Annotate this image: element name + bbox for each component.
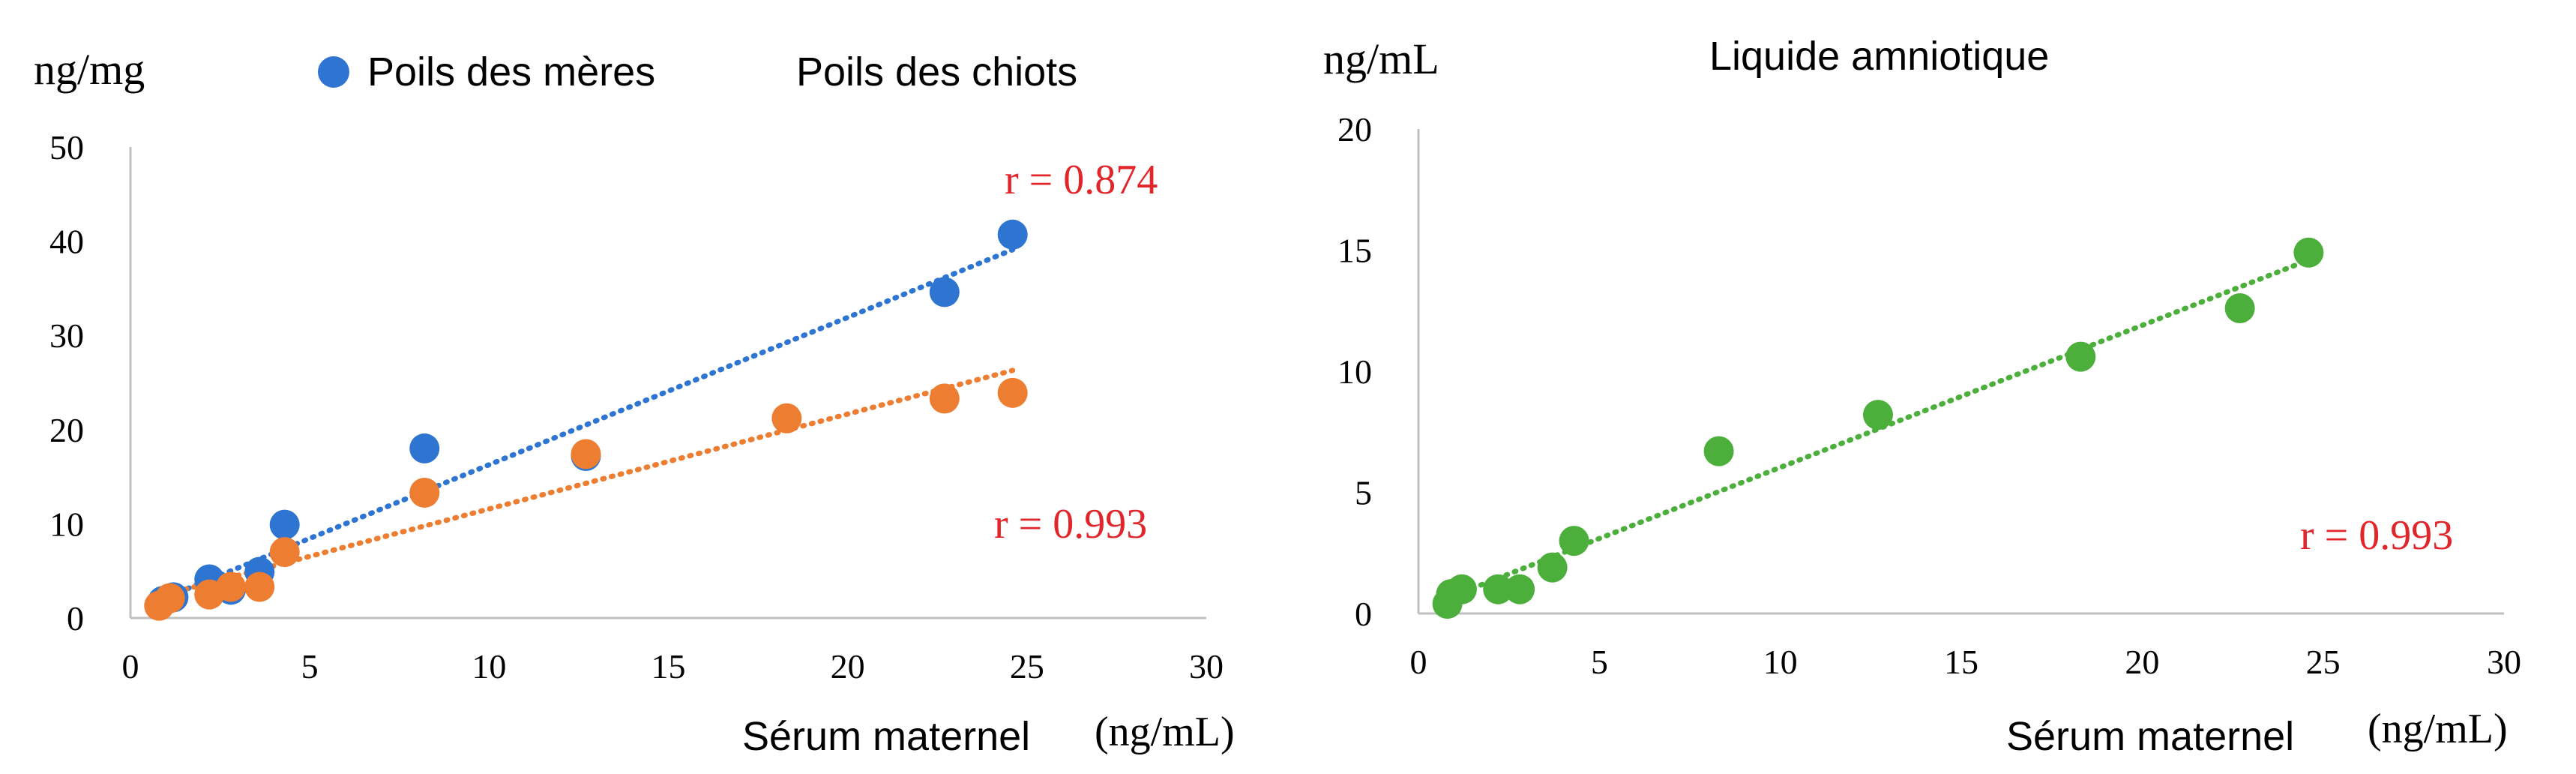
x-tick-label: 5 <box>1591 643 1608 681</box>
data-point-series-0 <box>1446 574 1477 604</box>
data-point-series-1 <box>571 439 601 470</box>
y-tick-label: 5 <box>1355 474 1372 512</box>
legend-label-puppies: Poils des chiots <box>796 50 1077 94</box>
y-tick-label: 10 <box>1337 352 1372 391</box>
data-point-series-1 <box>771 403 802 434</box>
data-point-series-1 <box>154 583 185 614</box>
x-tick-label: 30 <box>1189 647 1224 686</box>
data-points <box>144 219 1028 621</box>
y-tick-label: 30 <box>49 316 84 355</box>
chart-hair: ng/mg Poils des mères Poils des chiots 0… <box>34 45 1235 759</box>
legend: Poils des mères Poils des chiots <box>318 50 1077 94</box>
y-tick-label: 50 <box>49 128 84 166</box>
x-tick-label: 0 <box>122 647 139 686</box>
y-tick-label: 0 <box>67 599 84 638</box>
r-label-amniotic: r = 0.993 <box>2300 512 2453 559</box>
data-point-series-1 <box>409 477 440 508</box>
y-tick-label: 20 <box>49 411 84 449</box>
data-point-series-0 <box>1559 526 1589 556</box>
chart-amniotic: ng/mL Liquide amniotique 0 5 10 15 20 0 5 10 15… <box>1323 34 2521 759</box>
y-tick-label: 20 <box>1337 110 1372 148</box>
data-point-series-0 <box>1703 436 1734 466</box>
data-point-series-0 <box>1483 574 1514 604</box>
data-point-series-0 <box>997 219 1028 250</box>
x-tick-label: 15 <box>651 647 686 686</box>
y-tick-labels: 0 5 10 15 20 <box>1337 110 1372 633</box>
data-point-series-1 <box>929 383 960 414</box>
x-axis-label: Sérum maternel <box>742 714 1030 759</box>
data-point-series-0 <box>1505 574 1535 604</box>
x-tick-label: 15 <box>1944 643 1978 681</box>
data-point-series-0 <box>269 509 300 540</box>
trendline-series-0 <box>160 247 1016 602</box>
x-tick-label: 20 <box>2125 643 2159 681</box>
trendline-series-1 <box>156 368 1016 599</box>
x-tick-label: 20 <box>831 647 865 686</box>
x-tick-label: 25 <box>2306 643 2341 681</box>
x-tick-label: 25 <box>1010 647 1044 686</box>
data-point-series-1 <box>997 377 1028 408</box>
data-point-series-0 <box>409 433 440 464</box>
data-points <box>1432 237 2324 620</box>
x-tick-labels: 0 5 10 15 20 25 30 <box>1410 643 2522 681</box>
r-label-mothers: r = 0.874 <box>1005 157 1158 203</box>
x-tick-label: 0 <box>1410 643 1427 681</box>
r-label-puppies: r = 0.993 <box>994 501 1147 548</box>
data-point-series-0 <box>1537 552 1568 583</box>
x-axis-unit: (ng/mL) <box>2368 706 2508 752</box>
data-point-series-0 <box>2224 293 2255 324</box>
y-tick-label: 0 <box>1355 595 1372 633</box>
data-point-series-0 <box>1862 400 1893 430</box>
y-tick-labels: 0 10 20 30 40 50 <box>49 128 84 638</box>
data-point-series-1 <box>215 572 246 602</box>
y-tick-label: 10 <box>49 505 84 543</box>
x-tick-label: 30 <box>2487 643 2521 681</box>
x-tick-label: 5 <box>301 647 319 686</box>
x-axis-unit: (ng/mL) <box>1095 709 1235 755</box>
legend-marker-mothers <box>318 56 349 88</box>
y-tick-label: 15 <box>1337 232 1372 270</box>
y-axis-label: ng/mg <box>34 45 145 94</box>
x-tick-labels: 0 5 10 15 20 25 30 <box>122 647 1224 686</box>
x-tick-label: 10 <box>1763 643 1798 681</box>
x-axis-label: Sérum maternel <box>2006 714 2294 759</box>
data-point-series-1 <box>269 537 300 568</box>
y-axis-label: ng/mL <box>1323 34 1439 83</box>
trendlines <box>156 247 1016 602</box>
x-tick-label: 10 <box>472 647 506 686</box>
y-tick-label: 40 <box>49 223 84 261</box>
data-point-series-1 <box>244 572 275 602</box>
data-point-series-0 <box>929 277 960 308</box>
chart-title: Liquide amniotique <box>1709 34 2049 79</box>
data-point-series-0 <box>2065 341 2096 372</box>
data-point-series-0 <box>2293 237 2324 268</box>
legend-label-mothers: Poils des mères <box>367 50 655 94</box>
